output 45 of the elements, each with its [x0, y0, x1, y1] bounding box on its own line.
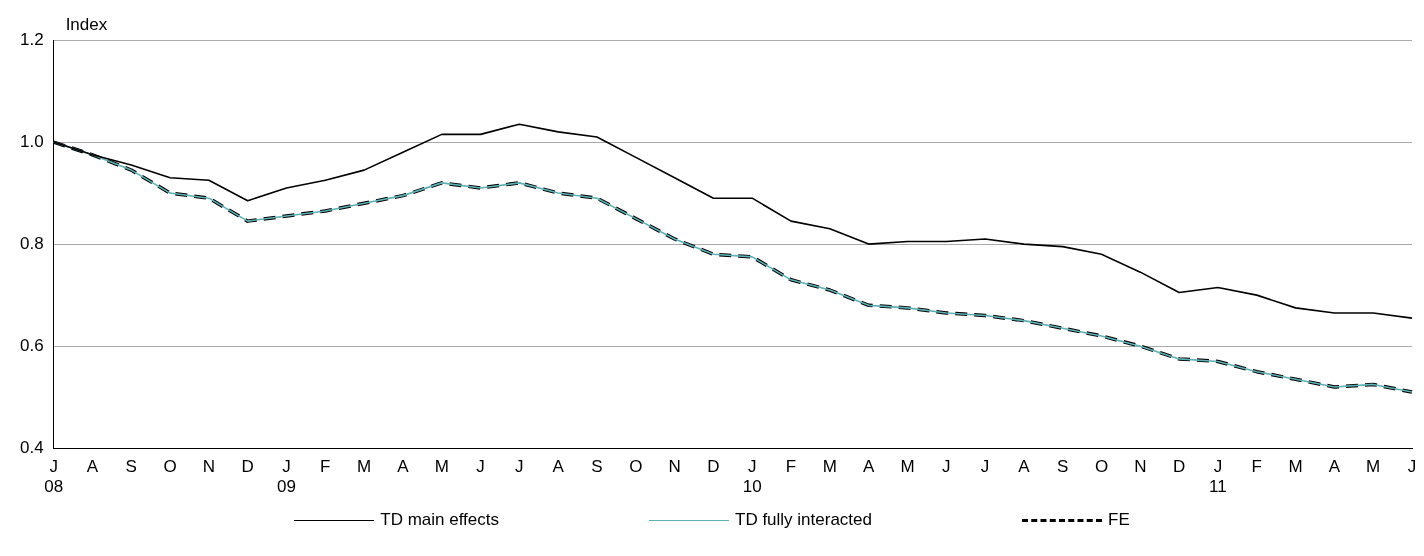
- x-tick-label: M: [434, 457, 449, 477]
- x-tick-label: A: [397, 457, 410, 477]
- x-tick-label: J 10: [742, 457, 762, 497]
- legend-label: FE: [1108, 510, 1130, 530]
- x-tick-label: A: [1328, 457, 1341, 477]
- x-tick-label: J: [942, 457, 951, 477]
- x-tick-label: D: [241, 457, 254, 477]
- y-tick-label: 0.8: [19, 233, 44, 253]
- x-tick-label: A: [1018, 457, 1031, 477]
- legend-label: TD main effects: [380, 510, 499, 530]
- x-tick-label: A: [86, 457, 99, 477]
- x-tick-label: A: [552, 457, 565, 477]
- y-axis-title: Index: [65, 15, 108, 35]
- x-tick-label: J: [515, 457, 524, 477]
- x-tick-label: S: [1057, 457, 1069, 477]
- y-tick-label: 0.6: [19, 335, 44, 355]
- x-tick-label: D: [1173, 457, 1186, 477]
- x-tick-label: F: [1251, 457, 1262, 477]
- x-tick-label: N: [202, 457, 216, 477]
- y-tick-label: 1.0: [19, 131, 44, 151]
- x-tick-label: J 11: [1209, 457, 1227, 497]
- x-tick-label: N: [668, 457, 681, 477]
- x-tick-label: M: [357, 457, 372, 477]
- x-tick-label: O: [629, 457, 643, 477]
- x-tick-label: J: [980, 457, 990, 477]
- x-tick-label: O: [163, 457, 177, 477]
- x-tick-label: A: [862, 457, 875, 477]
- x-tick-label: J: [476, 457, 485, 477]
- x-tick-label: O: [1094, 457, 1109, 477]
- x-tick-label: D: [707, 457, 720, 477]
- legend-label: TD fully interacted: [735, 510, 872, 530]
- x-tick-label: M: [1288, 457, 1303, 477]
- x-tick-label: N: [1134, 457, 1147, 477]
- x-tick-label: M: [900, 457, 915, 477]
- x-tick-label: M: [822, 457, 837, 477]
- x-tick-label: F: [320, 457, 331, 477]
- x-tick-label: S: [125, 457, 137, 477]
- x-tick-label: M: [1366, 457, 1381, 477]
- y-tick-label: 0.4: [19, 437, 44, 457]
- x-tick-label: J: [1407, 457, 1417, 477]
- x-tick-label: F: [785, 457, 797, 477]
- x-tick-label: J 08: [44, 457, 64, 497]
- x-tick-label: S: [591, 457, 603, 477]
- x-tick-label: J 09: [277, 457, 296, 497]
- y-tick-label: 1.2: [19, 29, 44, 49]
